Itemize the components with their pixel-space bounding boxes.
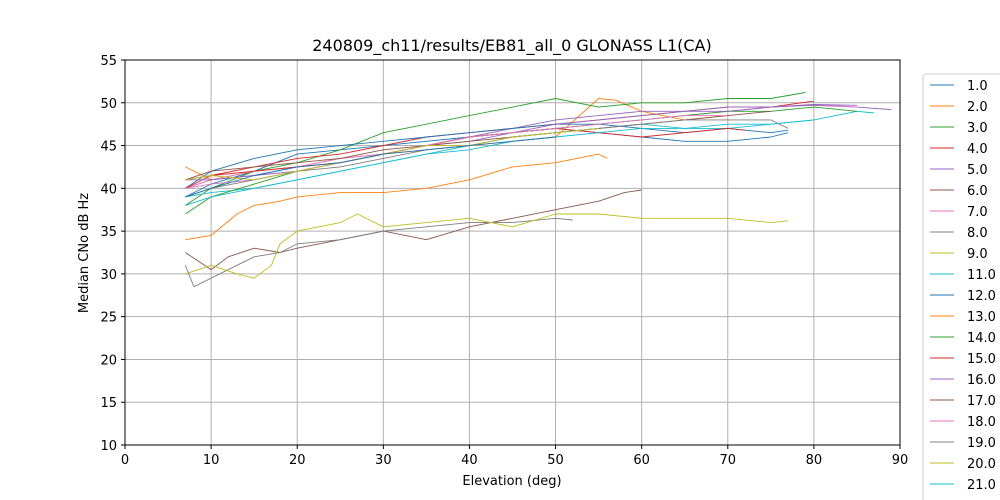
series-line-5.0 (185, 104, 892, 189)
plot-frame (124, 59, 901, 446)
y-tick-label: 55 (100, 54, 117, 69)
x-axis-label: Elevation (deg) (462, 474, 561, 489)
legend-label: 14.0 (967, 331, 996, 346)
series-line-9.0 (185, 213, 789, 279)
legend-label: 15.0 (967, 352, 996, 367)
y-tick-label: 25 (100, 311, 117, 326)
legend-label: 3.0 (967, 121, 988, 136)
legend-frame (922, 73, 1000, 500)
legend-label: 20.0 (967, 457, 996, 472)
legend-label: 5.0 (967, 163, 988, 178)
y-axis-label: Median CNo dB Hz (77, 193, 92, 313)
legend-label: 17.0 (967, 394, 996, 409)
series-line-4.0 (185, 100, 814, 181)
legend-label: 1.0 (967, 79, 988, 94)
x-tick-label: 0 (121, 453, 129, 468)
legend-label: 7.0 (967, 205, 988, 220)
legend-label: 6.0 (967, 184, 988, 199)
y-tick-label: 40 (100, 182, 117, 197)
series-line-21.0 (185, 119, 814, 206)
x-tick-label: 10 (203, 453, 220, 468)
legend-label: 11.0 (967, 268, 996, 283)
series-line-7.0 (185, 104, 857, 189)
legend-label: 16.0 (967, 373, 996, 388)
y-tick-label: 45 (100, 140, 117, 155)
y-axis: 10 15 20 25 30 35 40 45 50 55 (100, 54, 125, 454)
x-tick-label: 80 (806, 453, 823, 468)
legend-label: 9.0 (967, 247, 988, 262)
x-tick-label: 90 (892, 453, 909, 468)
y-tick-label: 15 (100, 396, 117, 411)
x-tick-label: 40 (461, 453, 478, 468)
x-tick-label: 50 (547, 453, 564, 468)
legend-label: 8.0 (967, 226, 988, 241)
legend-label: 2.0 (967, 100, 988, 115)
y-tick-label: 50 (100, 97, 117, 112)
chart-title: 240809_ch11/results/EB81_all_0 GLONASS L… (312, 36, 712, 56)
x-tick-label: 60 (633, 453, 650, 468)
y-tick-label: 30 (100, 268, 117, 283)
y-tick-label: 20 (100, 353, 117, 368)
series-line-3.0 (185, 92, 806, 206)
series-line-16.0 (185, 104, 857, 181)
legend-label: 21.0 (967, 478, 996, 493)
legend-label: 19.0 (967, 436, 996, 451)
series-line-22.0 (185, 136, 556, 198)
legend: 1.0 2.0 3.0 4.0 5.0 6.0 7.0 8.0 9.0 11.0 12.0 13.0 1… (922, 73, 1000, 500)
x-axis: 0 10 20 30 40 50 60 70 80 90 (121, 445, 908, 468)
legend-label: 18.0 (967, 415, 996, 430)
series-line-6.0 (185, 189, 642, 271)
series-line-13.0 (185, 153, 608, 241)
legend-label: 13.0 (967, 310, 996, 325)
y-tick-label: 10 (100, 439, 117, 454)
x-tick-label: 20 (289, 453, 306, 468)
x-tick-label: 70 (720, 453, 737, 468)
legend-label: 4.0 (967, 142, 988, 157)
series-line-8.0 (184, 217, 573, 288)
legend-label: 12.0 (967, 289, 996, 304)
series-layer (184, 92, 892, 288)
x-tick-label: 30 (375, 453, 392, 468)
y-tick-label: 35 (100, 225, 117, 240)
